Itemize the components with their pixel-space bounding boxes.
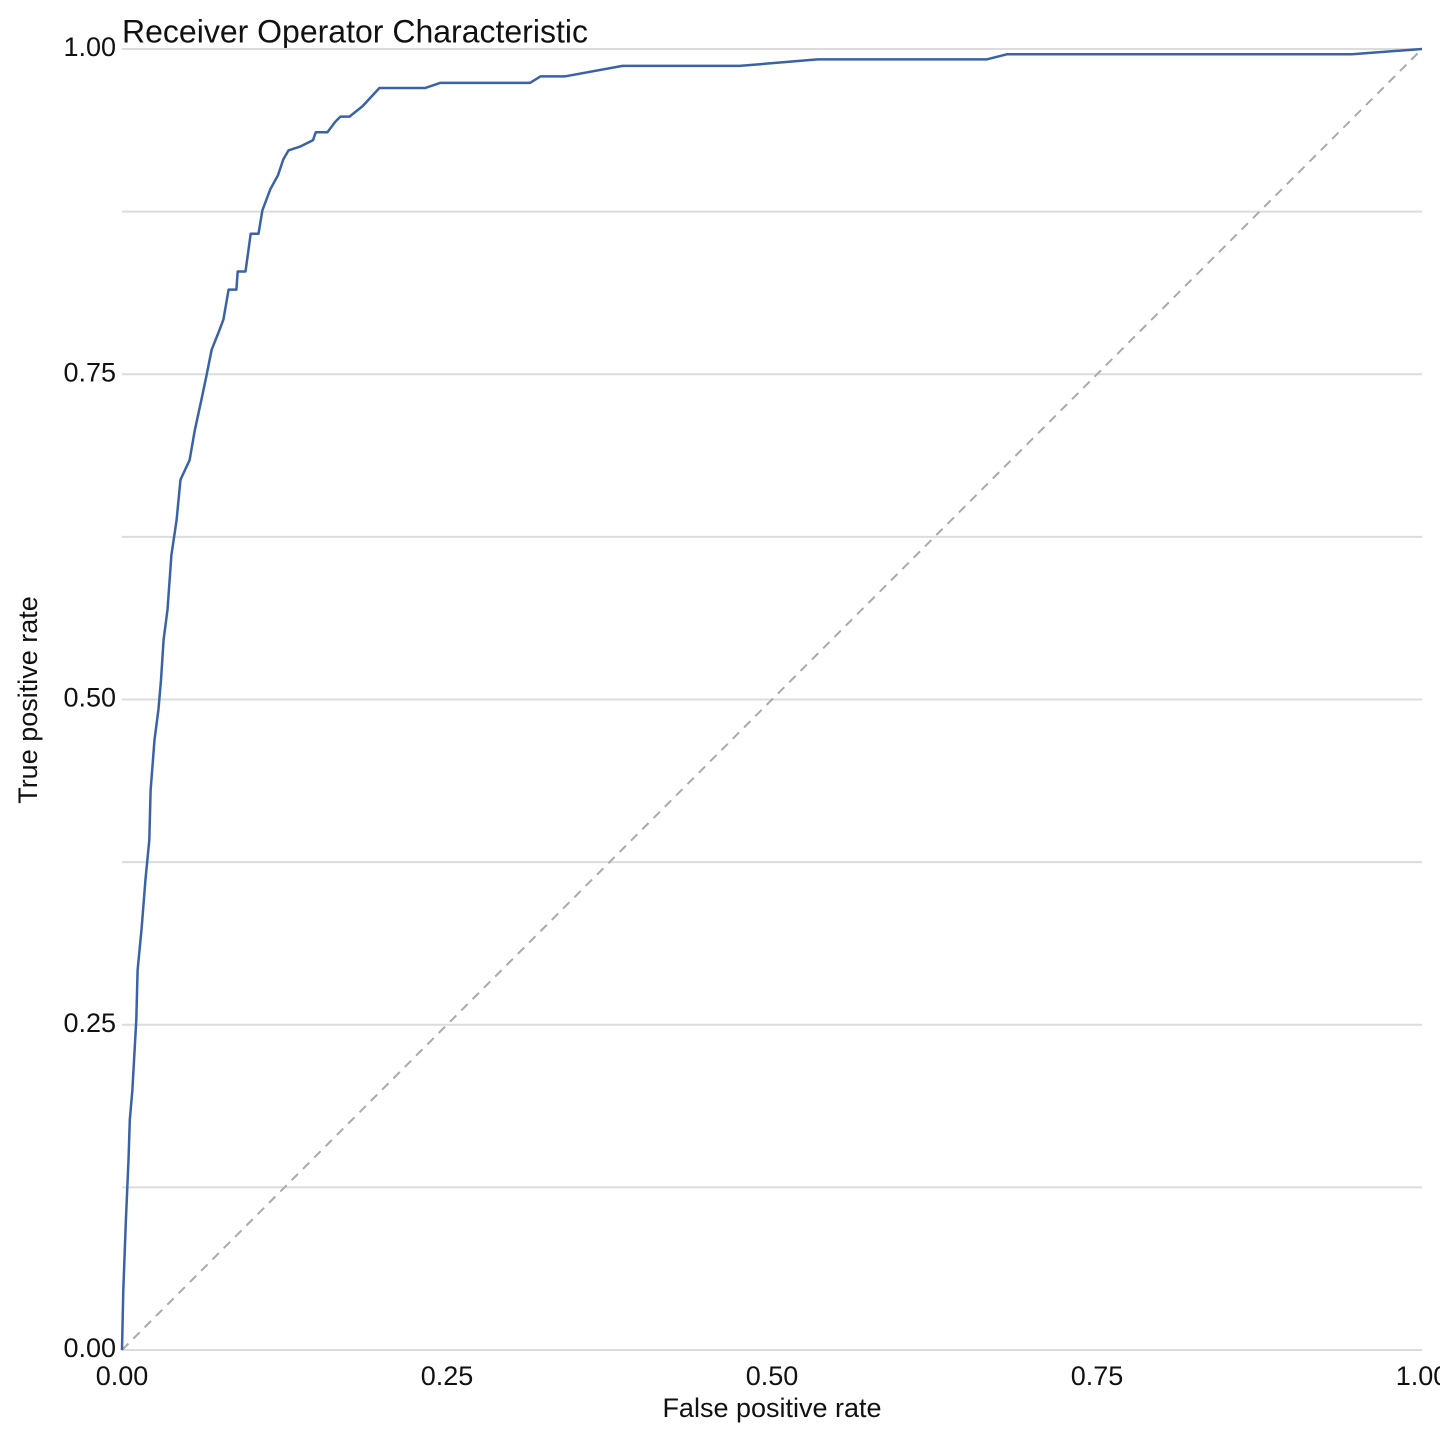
y-tick-label: 0.00	[63, 1333, 116, 1363]
x-tick-label: 0.75	[1071, 1361, 1124, 1391]
x-tick-label: 1.00	[1396, 1361, 1440, 1391]
x-tick-label: 0.50	[746, 1361, 799, 1391]
y-tick-label: 1.00	[63, 32, 116, 62]
roc-curve	[120, 47, 1423, 1351]
y-tick-label: 0.25	[63, 1008, 116, 1038]
x-tick-label: 0.25	[421, 1361, 474, 1391]
reference-line	[121, 48, 1423, 1351]
x-tick-label: 0.00	[96, 1361, 149, 1391]
y-tick-label: 0.75	[63, 357, 116, 387]
y-tick-label: 0.50	[63, 683, 116, 713]
x-axis-label: False positive rate	[662, 1393, 881, 1423]
chart-title: Receiver Operator Characteristic	[122, 13, 588, 49]
y-axis-label: True positive rate	[13, 596, 43, 804]
